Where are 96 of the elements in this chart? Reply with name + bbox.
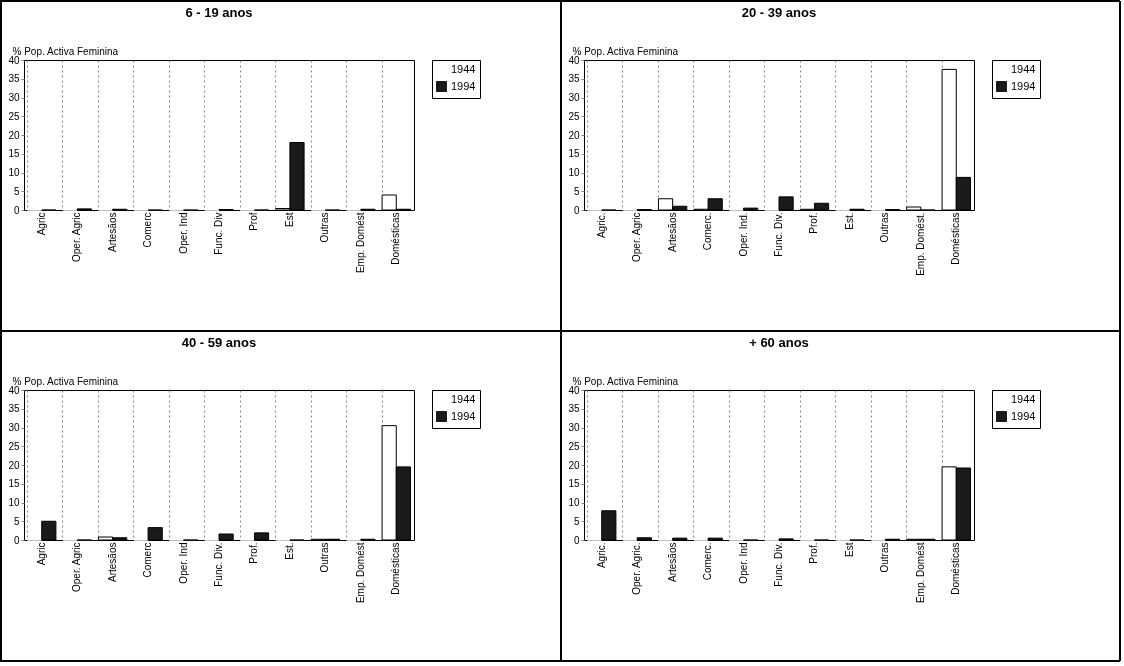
chart-title: 6 - 19 anos [185, 5, 253, 20]
x-tick-label: Func. Div [213, 212, 224, 255]
x-tick-label: Outras [319, 542, 331, 573]
text: 1944 [1011, 62, 1036, 75]
y-tick-label: 0 [573, 534, 580, 546]
y-tick-label: 15 [8, 148, 20, 160]
y-tick-label: 30 [8, 92, 20, 103]
x-tick-label: Outras [319, 212, 331, 243]
x-tick-label: Emp. Domést. [914, 212, 926, 276]
text: 1944 [451, 392, 476, 405]
x-tick-label: Comerc. [702, 542, 714, 581]
y-tick-label: 30 [568, 422, 580, 433]
legend-label: 1994 [451, 409, 476, 422]
x-tick-label: Oper. Ind. [737, 212, 749, 257]
y-tick-label: 25 [8, 110, 20, 122]
x-tick-label: Oper. Ind [737, 542, 749, 584]
x-tick-label: Domésticas [950, 212, 962, 265]
y-tick-label: 10 [8, 167, 20, 178]
x-tick-label: Est. [283, 542, 295, 560]
x-tick-label: Est [843, 542, 855, 557]
x-tick-label: Artesãos [106, 542, 118, 582]
x-tick-label: Outras [879, 542, 891, 573]
y-tick-label: 20 [568, 459, 580, 471]
y-tick-label: 0 [573, 204, 580, 216]
x-tick-label: Prof [248, 212, 260, 231]
y-tick-label: 20 [8, 459, 20, 471]
x-tick-label: Oper. Agric. [631, 542, 643, 595]
y-tick-label: 30 [8, 422, 20, 433]
y-tick-label: 25 [568, 110, 580, 122]
x-tick-label: Agric. [595, 542, 607, 569]
text: 1944 [1011, 392, 1036, 405]
y-axis-title: % Pop. Activa Feminina [572, 375, 679, 387]
y-tick-label: 15 [8, 478, 20, 490]
y-tick-label: 20 [568, 129, 580, 141]
y-tick-label: 25 [8, 440, 20, 452]
y-tick-label: 35 [8, 73, 20, 85]
y-axis-title: % Pop. Activa Feminina [12, 45, 119, 57]
x-tick-label: Oper. Agric [71, 542, 83, 592]
legend-label: 1994 [1011, 409, 1036, 422]
chart-title: 40 - 59 anos [181, 335, 257, 350]
y-tick-label: 40 [568, 384, 580, 396]
y-tick-label: 5 [573, 185, 580, 197]
x-tick-label: Agric [35, 542, 47, 566]
y-axis-title: % Pop. Activa Feminina [572, 45, 679, 57]
y-axis-title: % Pop. Activa Feminina [12, 375, 119, 387]
x-tick-label: Agric [35, 212, 47, 236]
y-tick-label: 0 [13, 534, 20, 546]
x-tick-label: Artesãos [106, 212, 118, 252]
x-tick-label: Domésticas [390, 212, 402, 265]
y-tick-label: 10 [8, 497, 20, 508]
y-tick-label: 35 [8, 403, 20, 415]
x-tick-label: Prof. [248, 542, 260, 564]
y-tick-label: 15 [568, 478, 580, 490]
x-tick-label: Est. [843, 212, 855, 230]
x-tick-label: Comerc [142, 212, 154, 248]
x-tick-label: Agric. [595, 212, 607, 239]
y-tick-label: 30 [568, 92, 580, 103]
y-tick-label: 40 [568, 54, 580, 66]
y-tick-label: 40 [8, 384, 20, 396]
y-tick-label: 20 [8, 129, 20, 141]
y-tick-label: 0 [13, 204, 20, 216]
x-tick-label: Emp. Domést [354, 542, 366, 604]
y-tick-label: 35 [568, 403, 580, 415]
x-tick-label: Oper. Ind [177, 212, 189, 254]
x-tick-label: Artesãos [666, 542, 678, 582]
x-tick-label: Emp. Domést [354, 212, 366, 274]
x-tick-label: Domésticas [390, 542, 402, 595]
x-tick-label: Comerc. [702, 212, 714, 251]
x-tick-label: Prof. [808, 542, 820, 564]
legend-label: 1994 [451, 79, 476, 92]
y-tick-label: 5 [13, 515, 20, 527]
text: 1944 [451, 62, 476, 75]
x-tick-label: Oper. Agric [71, 212, 83, 262]
x-tick-label: Func. Div. [773, 212, 784, 257]
x-tick-label: Comerc [142, 542, 154, 578]
x-tick-label: Func. Div. [773, 542, 784, 587]
x-tick-label: Oper. Ind [177, 542, 189, 584]
x-tick-label: Oper. Agric [631, 212, 643, 262]
x-tick-label: Outras [879, 212, 891, 243]
y-tick-label: 5 [13, 185, 20, 197]
y-tick-label: 10 [568, 497, 580, 508]
x-tick-label: Func. Div. [213, 542, 224, 587]
x-tick-label: Artesãos [666, 212, 678, 252]
x-tick-label: Emp. Domést [914, 542, 926, 604]
y-tick-label: 35 [568, 73, 580, 85]
x-tick-label: Prof. [808, 212, 820, 234]
chart-title: 20 - 39 anos [741, 5, 817, 20]
y-tick-label: 40 [8, 54, 20, 66]
y-tick-label: 5 [573, 515, 580, 527]
chart-title: + 60 anos [749, 335, 809, 350]
y-tick-label: 10 [568, 167, 580, 178]
x-tick-label: Domésticas [950, 542, 962, 595]
y-tick-label: 25 [568, 440, 580, 452]
legend-label: 1994 [1011, 79, 1036, 92]
x-tick-label: Est [283, 212, 295, 227]
y-tick-label: 15 [568, 148, 580, 160]
